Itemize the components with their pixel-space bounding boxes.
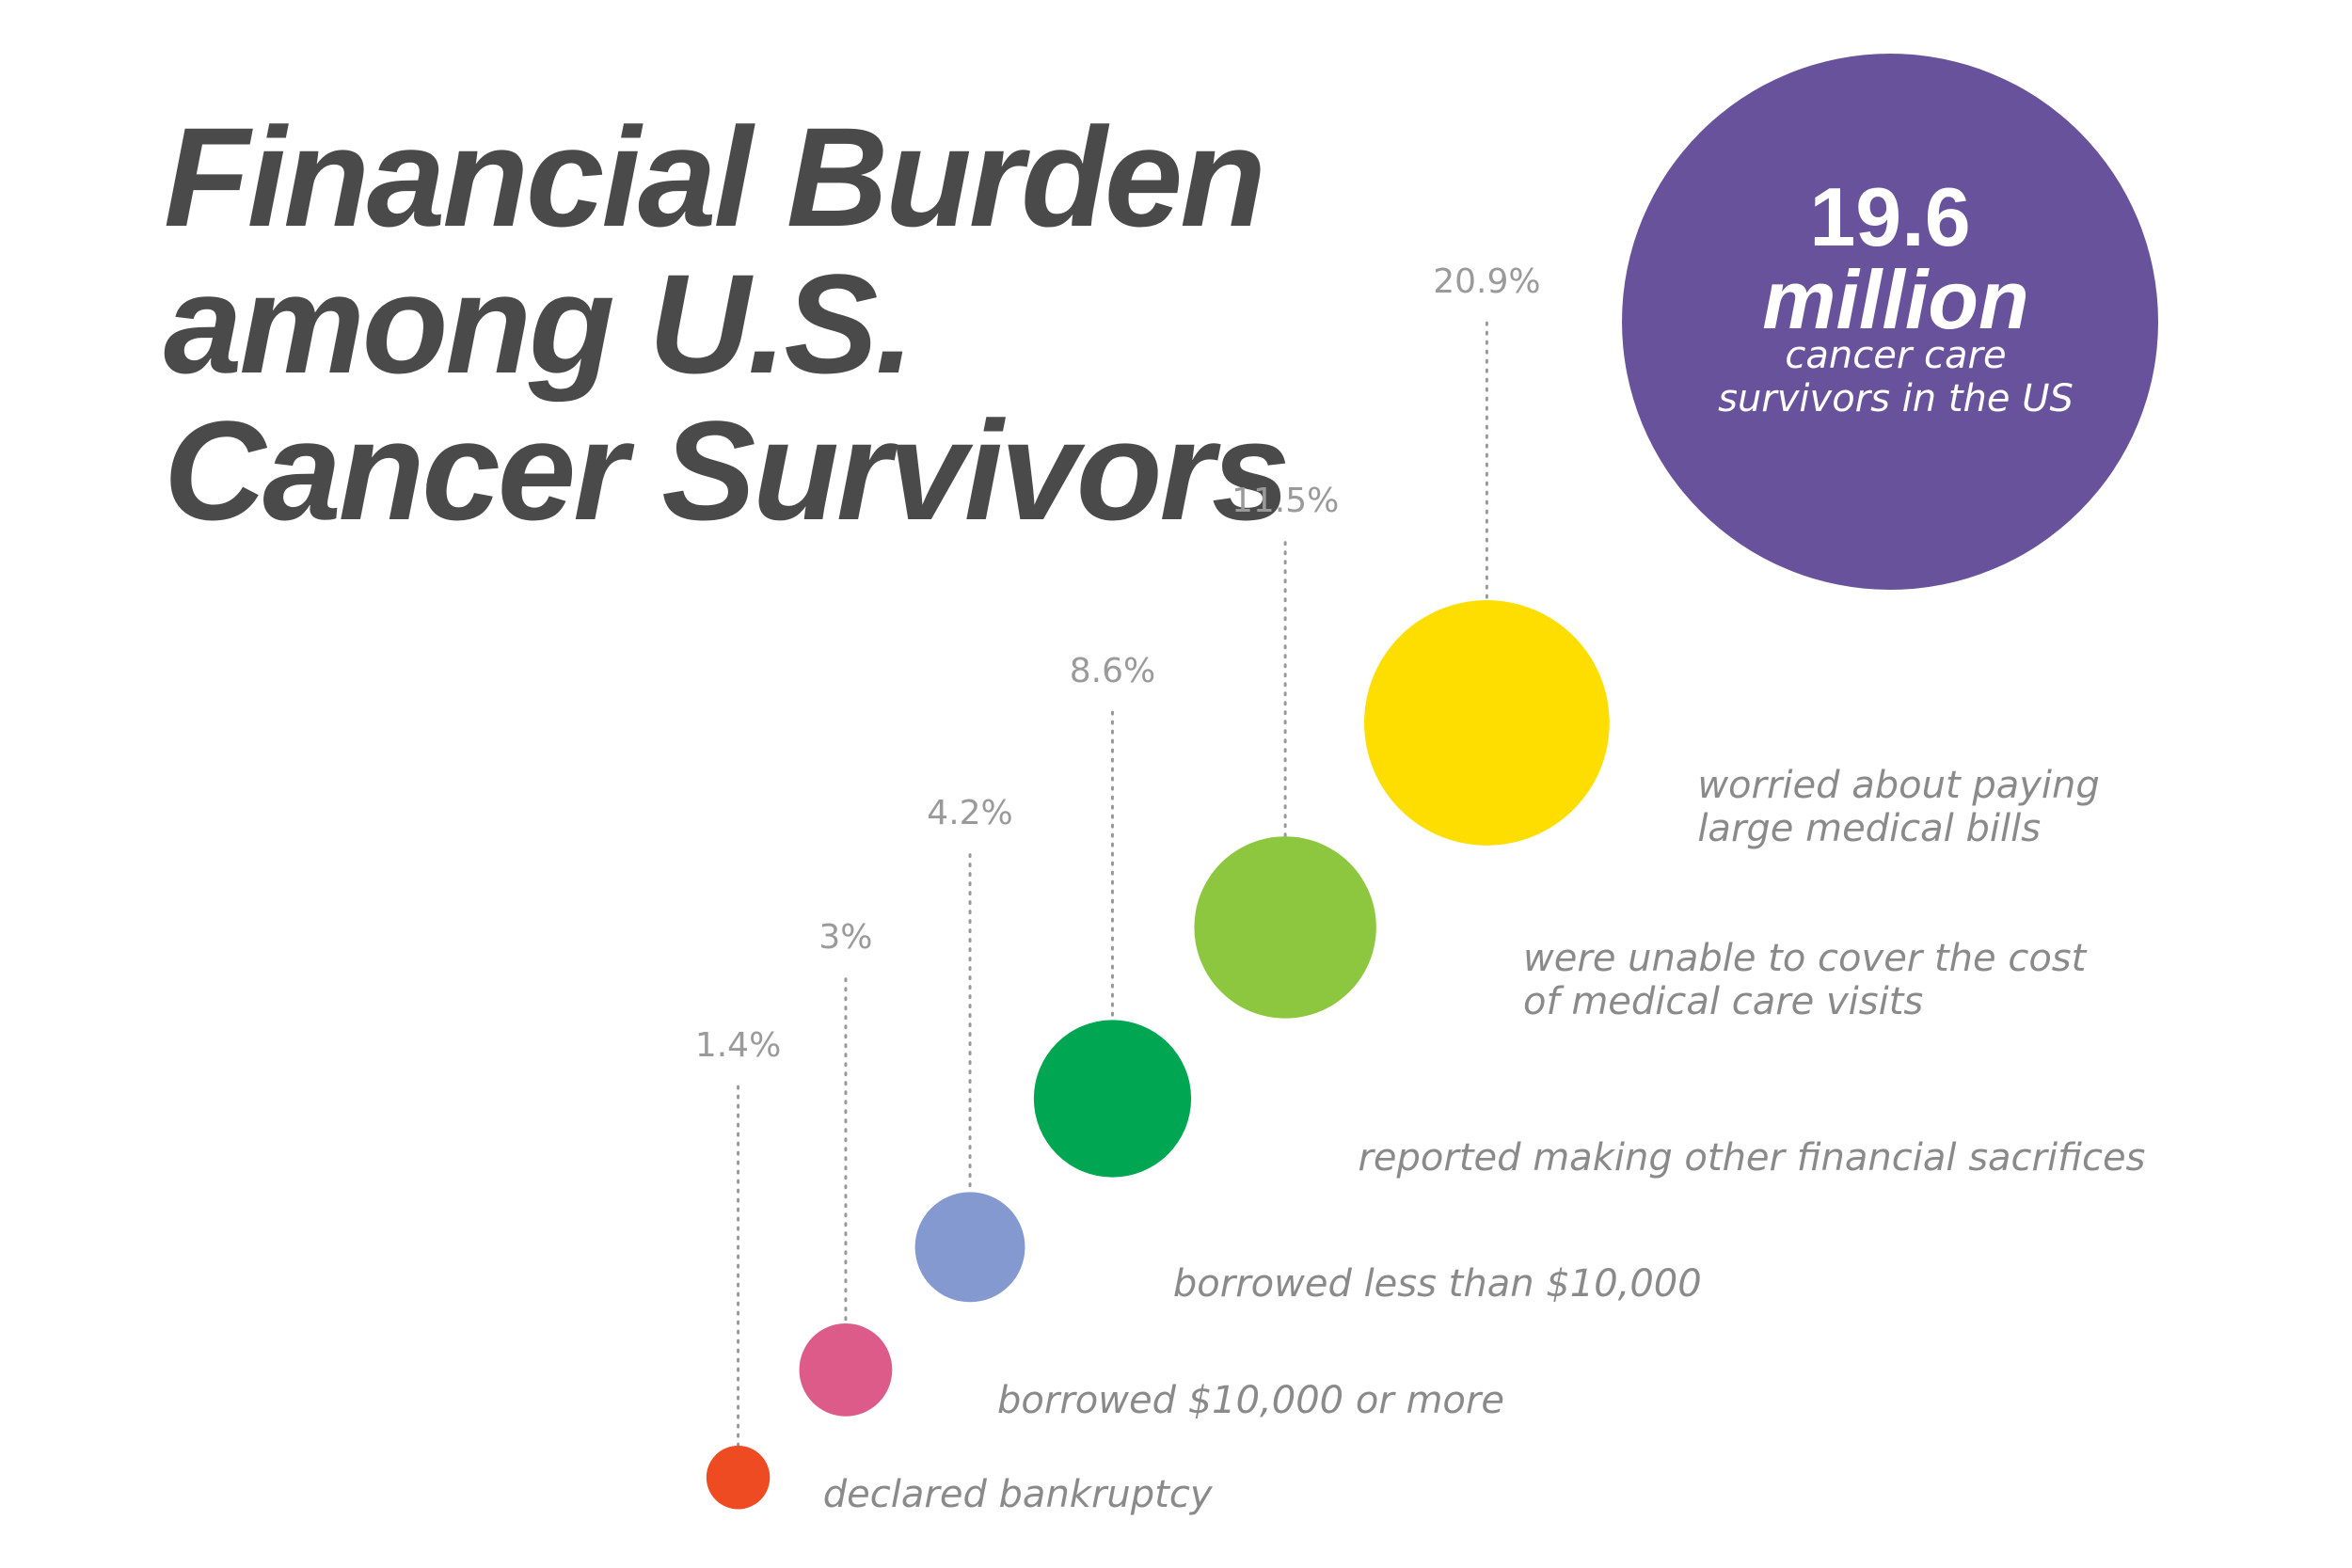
highlight-unit: million [1762, 253, 2029, 346]
category-label: declared bankruptcy [822, 1472, 1213, 1516]
highlight-value: 19.6 [1809, 170, 1971, 263]
category-label: were unable to cover the cost of medical… [1523, 936, 2087, 1023]
bubble [1033, 1020, 1192, 1178]
bubble [1364, 600, 1610, 846]
bubble [799, 1323, 893, 1417]
category-label: borrowed $10,000 or more [997, 1379, 1504, 1422]
category-label: worried about paying large medical bills [1697, 763, 2100, 850]
value-label: 11.5% [1231, 482, 1340, 521]
value-label: 20.9% [1433, 261, 1541, 301]
category-label: borrowed less than $10,000 [1172, 1261, 1702, 1306]
highlight-circle [1622, 54, 2158, 590]
category-label: reported making other financial sacrific… [1358, 1136, 2146, 1180]
bubble [1194, 836, 1376, 1019]
bubble [914, 1192, 1025, 1303]
value-label: 3% [818, 918, 873, 958]
chart-title: Financial Burden among U.S. Cancer Survi… [164, 98, 1290, 549]
value-label: 4.2% [927, 794, 1013, 833]
value-label: 8.6% [1069, 651, 1156, 690]
bubble [706, 1445, 771, 1510]
value-label: 1.4% [694, 1025, 782, 1065]
highlight-caption: cancer care survivors in the US [1718, 334, 2074, 420]
